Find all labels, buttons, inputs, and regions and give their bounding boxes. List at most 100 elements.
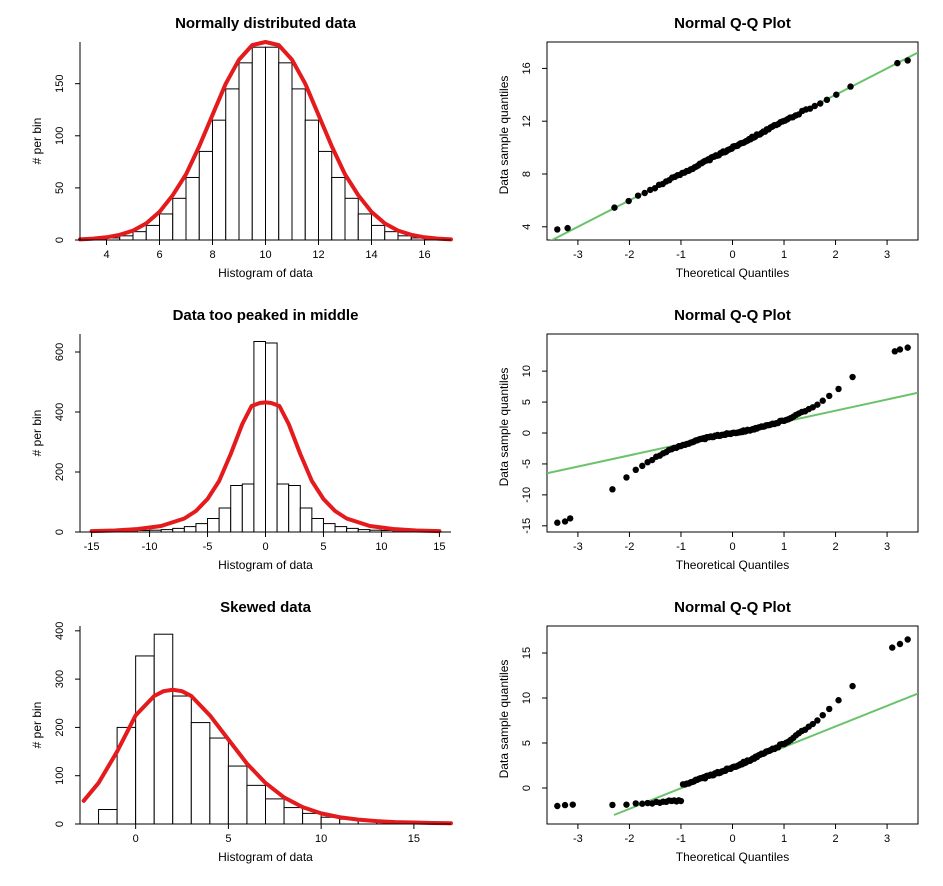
svg-text:-2: -2 bbox=[624, 833, 634, 845]
qq-outlier bbox=[554, 226, 560, 232]
histogram-bar bbox=[252, 47, 265, 240]
svg-text:0: 0 bbox=[521, 785, 533, 791]
qq-point bbox=[835, 386, 841, 392]
qq-point bbox=[641, 190, 647, 196]
histogram-bar bbox=[398, 236, 411, 240]
qq-outlier bbox=[566, 515, 572, 521]
qq-outlier bbox=[889, 644, 895, 650]
histogram-bar bbox=[219, 508, 231, 532]
svg-text:14: 14 bbox=[365, 249, 377, 261]
histogram-bar bbox=[305, 120, 318, 240]
qq-outlier bbox=[904, 344, 910, 350]
qq-point bbox=[811, 103, 817, 109]
qq-point bbox=[826, 393, 832, 399]
svg-text:10: 10 bbox=[521, 365, 533, 377]
svg-text:8: 8 bbox=[521, 171, 533, 177]
histogram-bar bbox=[173, 696, 192, 824]
histogram-bar bbox=[347, 528, 359, 532]
svg-text:200: 200 bbox=[54, 463, 66, 481]
svg-text:15: 15 bbox=[408, 833, 420, 845]
svg-text:0: 0 bbox=[521, 430, 533, 436]
svg-text:Skewed data: Skewed data bbox=[220, 599, 312, 616]
qq-point bbox=[814, 717, 820, 723]
svg-text:10: 10 bbox=[521, 692, 533, 704]
histogram-bar bbox=[226, 89, 239, 240]
svg-text:0: 0 bbox=[262, 541, 268, 553]
x-axis-label: Theoretical Quantiles bbox=[675, 558, 788, 572]
panel-hist3: Skewed data0510150100200300400Histogram … bbox=[10, 594, 467, 876]
qq-outlier bbox=[904, 636, 910, 642]
y-axis-label: Data sample quantiles bbox=[497, 76, 511, 195]
svg-text:Data too peaked in middle: Data too peaked in middle bbox=[173, 307, 359, 324]
panel-hist2: Data too peaked in middle-15-10-50510150… bbox=[10, 302, 467, 584]
svg-text:10: 10 bbox=[375, 541, 387, 553]
panel-hist1: Normally distributed data468101214160501… bbox=[10, 10, 467, 292]
x-axis-label: Theoretical Quantiles bbox=[675, 266, 788, 280]
panel-qq1: Normal Q-Q Plot-3-2-10123481216Theoretic… bbox=[477, 10, 934, 292]
svg-text:10: 10 bbox=[315, 833, 327, 845]
svg-text:5: 5 bbox=[521, 399, 533, 405]
svg-text:3: 3 bbox=[884, 541, 890, 553]
histogram-bar bbox=[184, 527, 196, 532]
histogram-bar bbox=[120, 236, 133, 240]
qq-point bbox=[817, 100, 823, 106]
histogram-bar bbox=[210, 738, 229, 824]
svg-text:6: 6 bbox=[156, 249, 162, 261]
svg-text:5: 5 bbox=[225, 833, 231, 845]
qq-point bbox=[819, 398, 825, 404]
svg-text:-1: -1 bbox=[676, 833, 686, 845]
histogram-bar bbox=[231, 486, 243, 533]
svg-text:2: 2 bbox=[832, 833, 838, 845]
qq-point bbox=[609, 802, 615, 808]
svg-text:0: 0 bbox=[133, 833, 139, 845]
histogram-bar bbox=[228, 766, 247, 824]
qq-outlier bbox=[554, 803, 560, 809]
qq-outlier bbox=[896, 346, 902, 352]
histogram-bar bbox=[154, 634, 173, 824]
y-axis-label: Data sample quantiles bbox=[497, 368, 511, 487]
svg-text:2: 2 bbox=[832, 541, 838, 553]
histogram-bar bbox=[173, 528, 185, 532]
svg-text:10: 10 bbox=[259, 249, 271, 261]
svg-text:15: 15 bbox=[521, 647, 533, 659]
qq-outlier bbox=[561, 802, 567, 808]
histogram-bar bbox=[312, 519, 324, 533]
svg-text:5: 5 bbox=[521, 740, 533, 746]
x-axis-label: Histogram of data bbox=[218, 266, 313, 280]
qq-point bbox=[625, 198, 631, 204]
qq-point bbox=[611, 204, 617, 210]
svg-text:Normal Q-Q Plot: Normal Q-Q Plot bbox=[674, 307, 791, 324]
x-axis-label: Histogram of data bbox=[218, 850, 313, 864]
histogram-bar bbox=[332, 177, 345, 240]
histogram-bar bbox=[266, 343, 278, 532]
svg-text:-1: -1 bbox=[676, 541, 686, 553]
svg-text:16: 16 bbox=[418, 249, 430, 261]
histogram-bar bbox=[213, 120, 226, 240]
svg-text:12: 12 bbox=[521, 115, 533, 127]
svg-text:8: 8 bbox=[209, 249, 215, 261]
x-axis-label: Theoretical Quantiles bbox=[675, 850, 788, 864]
histogram-bar bbox=[146, 225, 159, 240]
y-axis-label: # per bin bbox=[30, 410, 44, 457]
qq-outlier bbox=[894, 60, 900, 66]
histogram-bar bbox=[239, 63, 252, 240]
svg-text:4: 4 bbox=[103, 249, 109, 261]
qq-point bbox=[847, 83, 853, 89]
svg-text:600: 600 bbox=[54, 343, 66, 361]
histogram-bar bbox=[335, 527, 347, 532]
histogram-bar bbox=[173, 198, 186, 240]
histogram-bar bbox=[266, 47, 279, 240]
svg-text:1: 1 bbox=[780, 249, 786, 261]
svg-text:400: 400 bbox=[54, 403, 66, 421]
svg-text:15: 15 bbox=[433, 541, 445, 553]
histogram-bar bbox=[323, 524, 335, 532]
histogram-bar bbox=[372, 225, 385, 240]
x-axis-label: Histogram of data bbox=[218, 558, 313, 572]
histogram-bar bbox=[345, 198, 358, 240]
svg-text:200: 200 bbox=[54, 718, 66, 736]
histogram-bar bbox=[284, 808, 303, 824]
qq-outlier bbox=[896, 641, 902, 647]
svg-text:-15: -15 bbox=[521, 518, 533, 534]
qq-point bbox=[634, 192, 640, 198]
qq-point bbox=[823, 97, 829, 103]
